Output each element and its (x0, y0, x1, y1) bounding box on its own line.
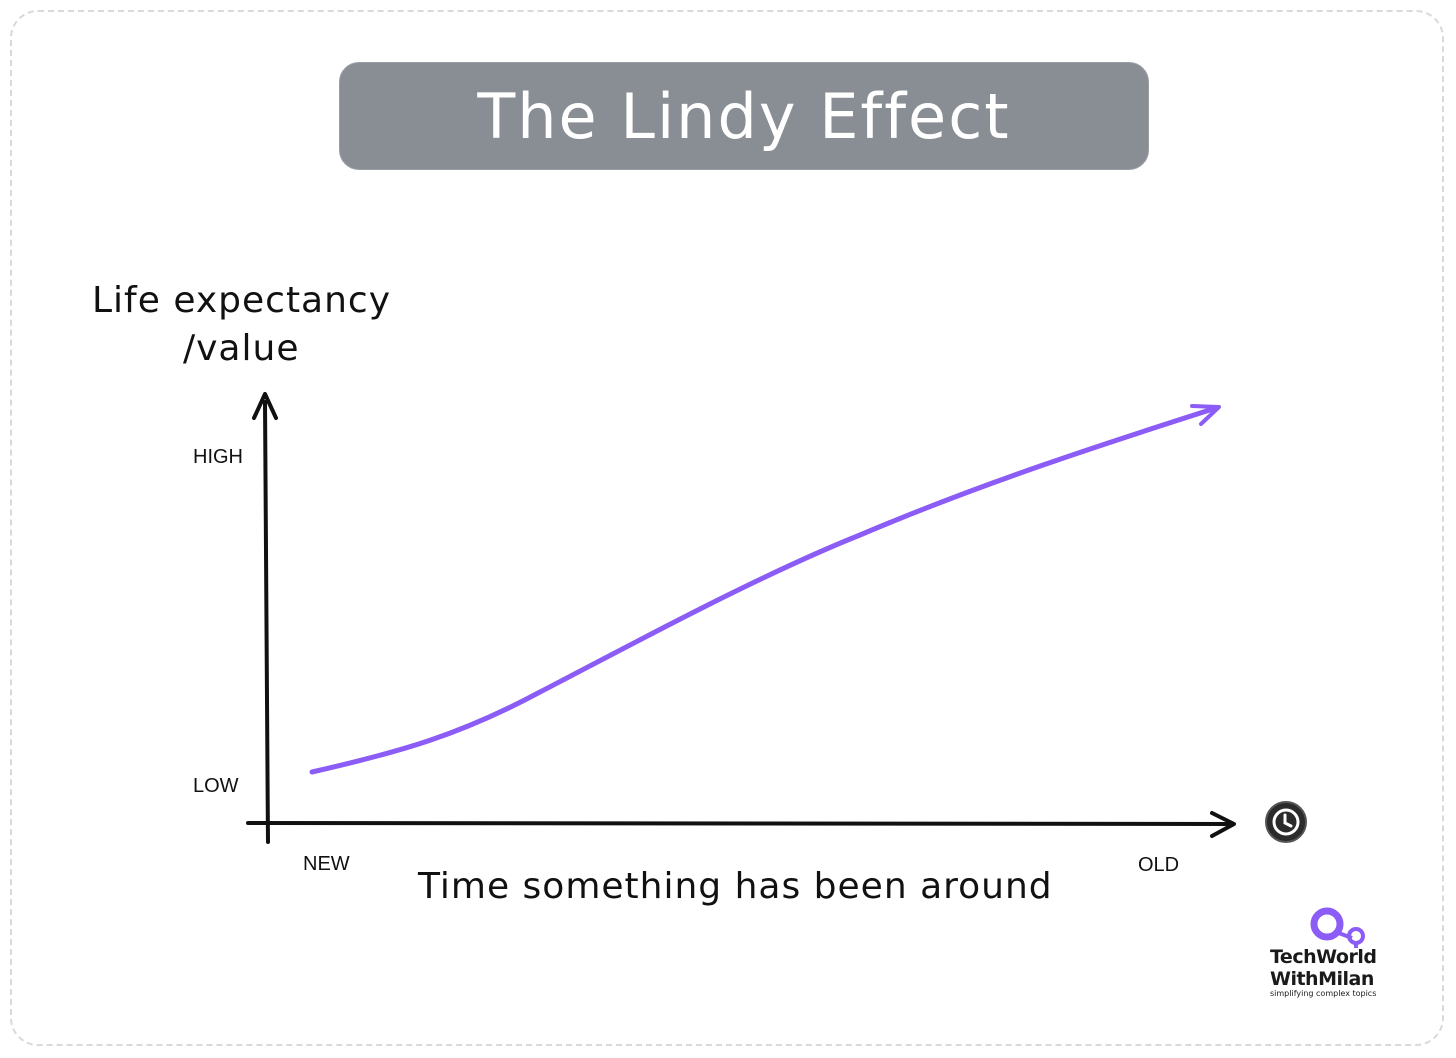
x-tick-new: NEW (303, 853, 350, 875)
techworld-logo: TechWorld WithMilan simplifying complex … (1264, 904, 1396, 1004)
logo-text-line2: WithMilan (1270, 968, 1374, 990)
y-axis-label-line1: Life expectancy (92, 280, 392, 321)
logo-tagline: simplifying complex topics (1270, 989, 1377, 998)
diagram-title: The Lindy Effect (477, 79, 1011, 153)
x-axis-arrowhead (1210, 811, 1236, 838)
x-axis-line (246, 820, 1234, 826)
y-axis-label-line2: /value (183, 328, 300, 369)
y-tick-low: LOW (193, 775, 239, 797)
x-tick-old: OLD (1138, 854, 1180, 876)
lindy-curve-arrowhead (1190, 404, 1221, 426)
lindy-curve (309, 405, 1219, 775)
y-axis-arrowhead (252, 392, 278, 420)
logo-text-line1: TechWorld (1270, 946, 1377, 968)
y-axis-line (263, 400, 270, 844)
logo-mark-icon (1310, 907, 1365, 948)
x-axis-label: Time something has been around (418, 866, 1053, 907)
title-banner: The Lindy Effect (339, 62, 1149, 170)
clock-icon (1265, 801, 1307, 843)
y-tick-high: HIGH (193, 446, 243, 468)
diagram-frame (10, 10, 1444, 1046)
